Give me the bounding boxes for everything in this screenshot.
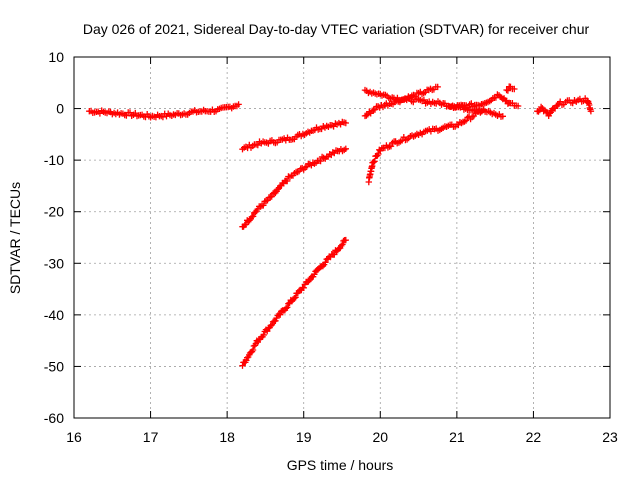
data-point <box>260 202 267 209</box>
series-arc-middle-mid <box>239 145 349 230</box>
data-point <box>537 103 545 111</box>
series-arc-lower-mid <box>239 236 349 369</box>
data-point <box>268 193 275 200</box>
data-point <box>322 259 329 266</box>
data-point <box>282 305 290 312</box>
data-point <box>317 157 324 165</box>
y-tick-label: -60 <box>44 410 64 426</box>
tick-layer: 16 17 18 19 20 21 22 23 -60 -50 -40 -30 -20 -10 0 10 <box>44 49 618 445</box>
data-point <box>499 113 506 120</box>
y-tick-label: -40 <box>44 307 64 323</box>
data-point <box>363 112 370 119</box>
data-point <box>342 145 349 152</box>
chart-title: Day 026 of 2021, Sidereal Day-to-day VTE… <box>83 21 590 37</box>
data-point <box>262 197 270 205</box>
data-point <box>254 141 261 149</box>
data-point <box>339 241 346 248</box>
data-point <box>434 83 441 91</box>
series-arc-late-near-zero <box>446 91 522 111</box>
data-point <box>514 102 522 110</box>
data-point <box>249 346 257 354</box>
data-point <box>480 106 487 113</box>
data-point <box>412 93 419 100</box>
x-tick-label: 23 <box>602 429 618 445</box>
data-point <box>260 331 267 339</box>
data-point <box>294 168 301 176</box>
y-tick-label: -50 <box>44 358 64 374</box>
data-point <box>264 328 271 335</box>
y-tick-label: -10 <box>44 152 64 168</box>
y-tick-label: 0 <box>56 101 64 117</box>
data-point <box>342 119 349 127</box>
y-tick-label: -30 <box>44 255 64 271</box>
data-point <box>285 300 292 307</box>
x-tick-label: 17 <box>143 429 159 445</box>
data-point <box>277 311 284 318</box>
x-tick-label: 21 <box>449 429 465 445</box>
plot-frame <box>73 56 611 419</box>
y-tick-label: -20 <box>44 204 64 220</box>
data-layer <box>86 83 595 369</box>
series-arc-upper-mid <box>239 118 349 153</box>
data-point <box>235 101 242 108</box>
grid-layer <box>74 57 610 418</box>
data-point <box>284 177 291 185</box>
data-point <box>300 284 307 291</box>
data-point <box>420 96 428 104</box>
series-arc-near-zero-early <box>86 101 242 121</box>
data-point <box>264 197 271 204</box>
x-tick-label: 22 <box>526 429 542 445</box>
data-point <box>461 118 468 125</box>
data-point <box>587 108 595 115</box>
data-point <box>387 143 395 150</box>
series-arc-late-spike <box>503 83 518 94</box>
data-point <box>292 294 299 301</box>
data-point <box>268 321 276 329</box>
data-point <box>291 295 298 302</box>
data-point <box>338 242 345 249</box>
data-point <box>504 87 512 94</box>
data-point <box>342 236 349 244</box>
data-point <box>239 362 246 369</box>
data-point <box>272 317 279 324</box>
data-point <box>369 107 376 114</box>
data-point <box>331 251 338 258</box>
x-tick-label: 18 <box>219 429 235 445</box>
data-point <box>511 85 518 93</box>
x-axis-label: GPS time / hours <box>287 457 394 473</box>
data-point <box>371 158 378 165</box>
data-point <box>305 278 312 285</box>
data-point <box>284 304 291 311</box>
x-tick-label: 16 <box>66 429 82 445</box>
y-axis-label: SDTVAR / TECUs <box>7 182 23 294</box>
data-point <box>311 271 318 278</box>
series-scattered-tail <box>534 95 595 119</box>
x-tick-label: 19 <box>296 429 312 445</box>
data-point <box>370 158 377 166</box>
y-tick-label: 10 <box>48 49 64 65</box>
series-arc-late-lower <box>365 106 487 186</box>
series-arc-late-rising <box>361 83 441 120</box>
data-point <box>249 213 257 220</box>
data-point <box>267 322 274 330</box>
data-point <box>403 96 410 104</box>
x-tick-label: 20 <box>372 429 388 445</box>
